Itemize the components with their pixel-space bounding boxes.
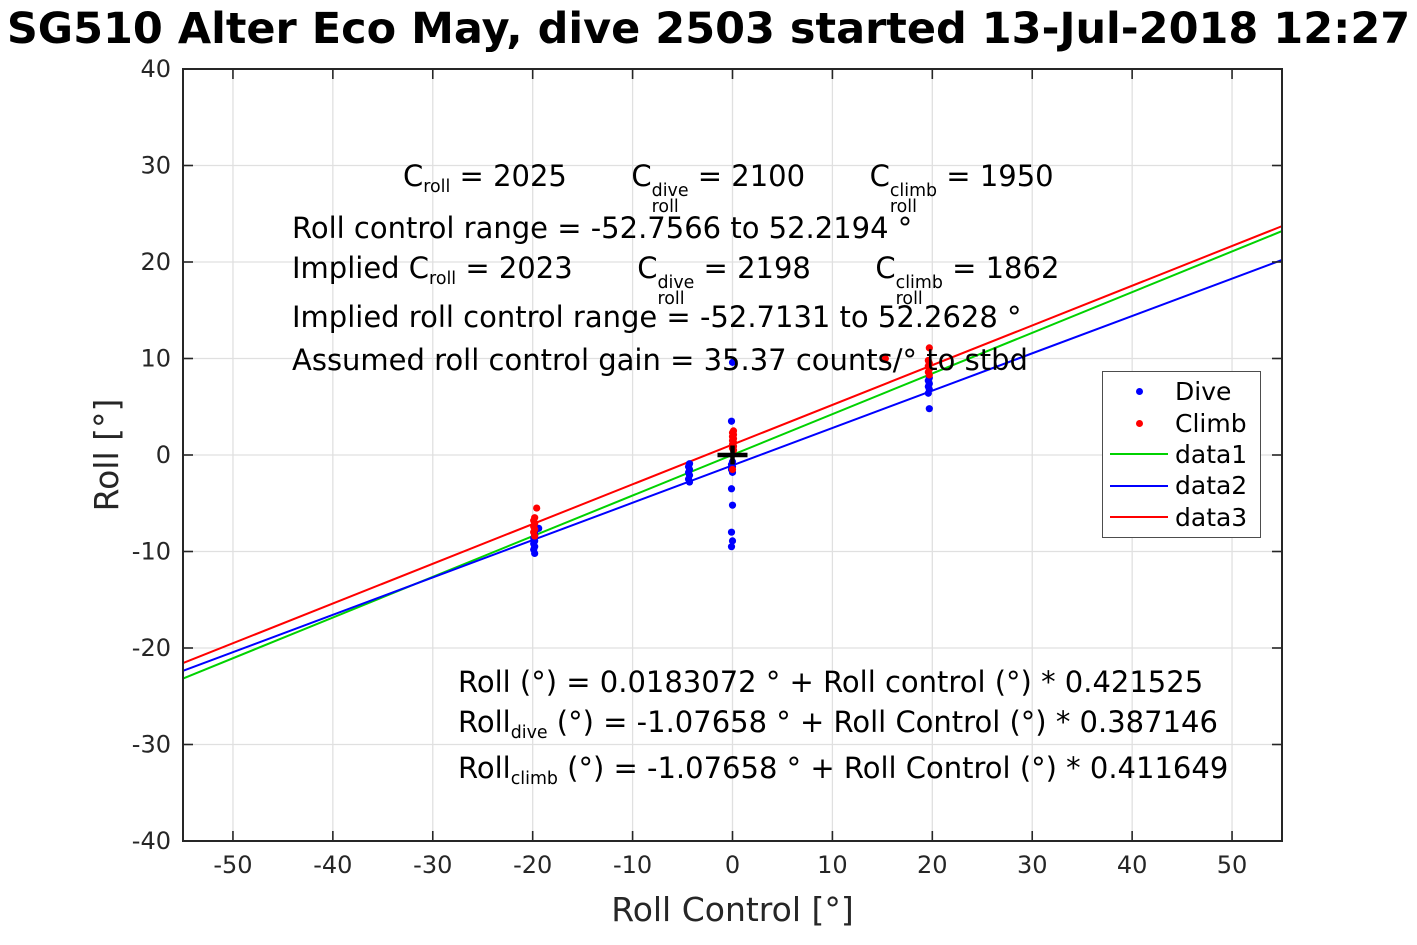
legend-entry-data1: data1 xyxy=(1103,439,1260,469)
scatter-point-dive xyxy=(727,485,736,493)
x-tick-label: 30 xyxy=(1017,851,1048,879)
scatter-point-climb xyxy=(531,532,539,540)
scatter-point-dive xyxy=(728,358,737,366)
legend-line-marker xyxy=(1103,453,1175,456)
x-tick-label: -10 xyxy=(613,851,652,879)
stat-annotation-4: Implied roll control range = -52.7131 to… xyxy=(292,300,1022,334)
equation-annotation-2: Rolldive (°) = -1.07658 ° + Roll Control… xyxy=(458,705,1218,744)
legend-entry-data3: data3 xyxy=(1103,502,1260,532)
legend-label: Climb xyxy=(1175,408,1247,438)
legend-label: data1 xyxy=(1175,439,1248,469)
x-tick-label: -40 xyxy=(313,851,352,879)
legend-entry-data2: data2 xyxy=(1103,471,1260,501)
x-axis-label: Roll Control [°] xyxy=(611,890,854,929)
scatter-point-dive xyxy=(685,478,694,486)
x-tick-label: 50 xyxy=(1217,851,1248,879)
legend-dot-marker xyxy=(1103,388,1175,396)
line-icon xyxy=(1110,453,1168,456)
x-tick-label: 10 xyxy=(817,851,848,879)
y-tick-label: -10 xyxy=(132,538,171,566)
legend-dot-marker xyxy=(1103,419,1175,427)
y-tick-label: -40 xyxy=(132,827,171,855)
x-tick-label: 0 xyxy=(725,851,740,879)
y-tick-label: 0 xyxy=(156,441,171,469)
legend-label: data3 xyxy=(1175,502,1248,532)
equation-annotation-1: Roll (°) = 0.0183072 ° + Roll control (°… xyxy=(458,665,1204,699)
scatter-point-dive xyxy=(925,405,933,413)
x-tick-label: 40 xyxy=(1117,851,1148,879)
legend: Dive Climb data1 data2 data3 xyxy=(1102,371,1261,538)
line-icon xyxy=(1110,484,1168,487)
y-tick-label: -30 xyxy=(132,731,171,759)
legend-line-marker xyxy=(1103,484,1175,487)
y-axis-label: Roll [°] xyxy=(87,399,126,512)
line-icon xyxy=(1110,516,1168,519)
scatter-point-dive xyxy=(727,417,736,425)
stat-annotation-2: Roll control range = -52.7566 to 52.2194… xyxy=(292,211,913,245)
scatter-point-dive xyxy=(924,389,932,397)
stat-annotation-5: Assumed roll control gain = 35.37 counts… xyxy=(292,343,1028,377)
dot-icon xyxy=(1135,388,1143,396)
y-tick-label: 40 xyxy=(140,55,171,83)
scatter-point-climb xyxy=(728,465,737,474)
scatter-point-dive xyxy=(727,543,736,551)
y-tick-label: 20 xyxy=(140,248,171,276)
y-tick-label: 10 xyxy=(140,345,171,373)
legend-entry-climb: Climb xyxy=(1103,408,1260,438)
dot-icon xyxy=(1135,419,1143,427)
x-tick-label: 20 xyxy=(917,851,948,879)
x-tick-label: -30 xyxy=(413,851,452,879)
x-tick-label: -50 xyxy=(213,851,252,879)
legend-label: Dive xyxy=(1175,377,1232,407)
scatter-point-climb xyxy=(533,504,541,512)
scatter-point-dive xyxy=(728,537,737,545)
scatter-point-dive xyxy=(728,501,737,509)
legend-label: data2 xyxy=(1175,471,1248,501)
equation-annotation-3: Rollclimb (°) = -1.07658 ° + Roll Contro… xyxy=(458,751,1229,790)
y-tick-label: 30 xyxy=(140,152,171,180)
scatter-point-climb xyxy=(925,371,933,379)
x-tick-label: -20 xyxy=(513,851,552,879)
scatter-point-climb xyxy=(881,354,889,363)
legend-entry-dive: Dive xyxy=(1103,377,1260,407)
scatter-point-dive xyxy=(727,528,736,536)
y-tick-label: -20 xyxy=(132,634,171,662)
scatter-point-climb xyxy=(925,344,933,352)
figure-title: SG510 Alter Eco May, dive 2503 started 1… xyxy=(6,4,1411,54)
legend-line-marker xyxy=(1103,516,1175,519)
scatter-point-dive xyxy=(531,549,539,558)
